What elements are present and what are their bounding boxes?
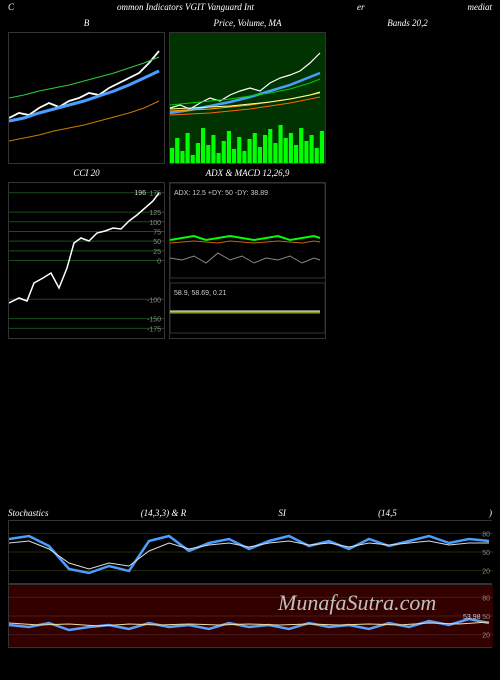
chart-title: Bands 20,2 [330, 18, 485, 30]
svg-text:-175: -175 [147, 326, 161, 333]
svg-text:-150: -150 [147, 317, 161, 324]
t-m1: (14,3,3) & R [141, 508, 187, 518]
svg-text:80: 80 [482, 531, 490, 538]
svg-text:53.98: 53.98 [463, 614, 481, 621]
hdr-right: mediat [467, 2, 492, 12]
chart-row-2: CCI 20 175 125 100 75 50 25 0 -100 -150 -175 196 A… [0, 168, 500, 339]
chart-price-volume: Price, Volume, MA [169, 18, 326, 164]
svg-text:196: 196 [134, 190, 146, 197]
svg-text:20: 20 [482, 569, 490, 576]
svg-text:125: 125 [149, 210, 161, 217]
chart-row-3: Stochastics (14,3,3) & R SI (14,5 ) 80 50… [8, 508, 492, 648]
svg-text:50: 50 [482, 550, 490, 557]
svg-text:-100: -100 [147, 297, 161, 304]
row3-title: Stochastics (14,3,3) & R SI (14,5 ) [8, 508, 492, 518]
chart-adx-macd: ADX & MACD 12,26,9 ADX: 12.5 +DY: 50 -DY… [169, 168, 326, 339]
svg-text:50: 50 [153, 239, 161, 246]
hdr-left: C [8, 2, 14, 12]
svg-text:175: 175 [149, 191, 161, 198]
hdr-mid1: ommon Indicators VGIT Vanguard Int [117, 2, 254, 12]
svg-text:20: 20 [482, 633, 490, 640]
svg-text:75: 75 [153, 229, 161, 236]
chart-title: CCI 20 [8, 168, 165, 180]
chart-bands: Bands 20,2 [330, 18, 485, 164]
chart-title: ADX & MACD 12,26,9 [169, 168, 326, 180]
svg-text:50: 50 [482, 614, 490, 621]
watermark: MunafaSutra.com [278, 590, 436, 616]
svg-text:0: 0 [157, 259, 161, 266]
chart-row-1: B Price, Volume, MA Bands 20,2 [0, 18, 500, 164]
page-header: C ommon Indicators VGIT Vanguard Int er … [0, 0, 500, 14]
t-m2: SI [278, 508, 286, 518]
chart-title: B [8, 18, 165, 30]
svg-text:80: 80 [482, 595, 490, 602]
svg-text:ADX: 12.5 +DY: 50 -DY: 38.89: ADX: 12.5 +DY: 50 -DY: 38.89 [174, 190, 268, 197]
t-left: Stochastics [8, 508, 49, 518]
svg-text:58.9, 58.69, 0.21: 58.9, 58.69, 0.21 [174, 290, 227, 297]
t-m3: (14,5 [378, 508, 397, 518]
chart-cci: CCI 20 175 125 100 75 50 25 0 -100 -150 -175 196 [8, 168, 165, 339]
chart-title: Price, Volume, MA [169, 18, 326, 30]
svg-text:25: 25 [153, 249, 161, 256]
svg-text:100: 100 [149, 220, 161, 227]
chart-bollinger: B [8, 18, 165, 164]
hdr-mid2: er [357, 2, 365, 12]
t-right: ) [489, 508, 492, 518]
